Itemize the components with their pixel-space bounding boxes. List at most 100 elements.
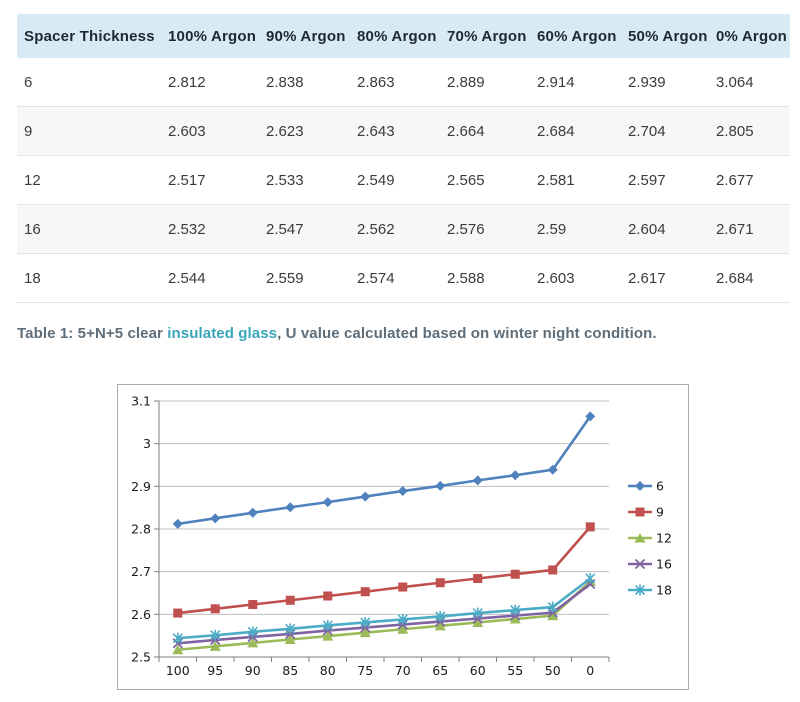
u-value-cell: 2.889 [447, 58, 537, 107]
u-value-cell: 2.812 [168, 58, 266, 107]
x-tick-label: 60 [470, 663, 486, 678]
series-9-marker [473, 573, 483, 583]
column-header: 50% Argon [628, 14, 716, 58]
column-header: 90% Argon [266, 14, 357, 58]
x-tick-label: 0 [586, 663, 594, 678]
x-tick-label: 85 [282, 663, 298, 678]
legend-marker-9 [635, 507, 645, 517]
insulated-glass-link[interactable]: insulated glass [167, 325, 278, 342]
column-header: 70% Argon [447, 14, 537, 58]
table-header-row: Spacer Thickness 100% Argon 90% Argon 80% A… [17, 14, 790, 58]
spacer-thickness-cell: 9 [17, 106, 168, 156]
u-value-cell: 2.623 [266, 106, 357, 156]
series-12-marker [359, 627, 371, 638]
legend-label-6: 6 [656, 479, 664, 494]
u-value-cell: 2.547 [266, 204, 357, 254]
u-value-cell: 2.684 [537, 106, 628, 156]
legend-label-18: 18 [656, 583, 672, 598]
u-value-cell: 2.562 [357, 204, 447, 254]
series-6-marker [472, 475, 483, 486]
series-9-marker [173, 608, 183, 618]
u-value-table: Spacer Thickness 100% Argon 90% Argon 80% A… [17, 14, 790, 303]
x-tick-label: 95 [207, 663, 223, 678]
y-tick-label: 3 [143, 436, 151, 451]
u-value-cell: 2.684 [716, 253, 790, 303]
series-12-marker [547, 610, 559, 621]
series-6-marker [397, 486, 408, 497]
table-caption: Table 1: 5+N+5 clear insulated glass, U … [17, 325, 657, 342]
series-6-marker [585, 411, 596, 422]
x-tick-label: 75 [357, 663, 373, 678]
series-12-marker [209, 641, 221, 651]
u-value-cell: 2.532 [168, 204, 266, 254]
series-12-marker [472, 617, 484, 627]
u-value-cell: 2.677 [716, 155, 790, 205]
series-18-marker [585, 573, 596, 584]
u-value-cell: 2.863 [357, 58, 447, 107]
series-9-marker [548, 565, 558, 575]
u-value-cell: 2.576 [447, 204, 537, 254]
spacer-thickness-cell: 6 [17, 58, 168, 107]
u-value-cell: 2.588 [447, 253, 537, 303]
u-value-cell: 2.517 [168, 155, 266, 205]
x-tick-label: 50 [545, 663, 561, 678]
series-6-marker [172, 518, 183, 529]
series-9-marker [323, 591, 333, 601]
column-header: 100% Argon [168, 14, 266, 58]
series-6-marker [247, 507, 258, 518]
table-row: 16 2.532 2.547 2.562 2.576 2.59 2.604 2.671 [17, 204, 790, 254]
series-9-marker [210, 604, 220, 614]
series-18-marker [547, 602, 558, 613]
series-12-marker [397, 624, 409, 634]
series-6-marker [547, 464, 558, 475]
series-9-marker [398, 582, 408, 592]
y-tick-label: 2.9 [131, 479, 151, 494]
legend-marker-16 [634, 558, 646, 570]
u-value-cell: 2.914 [537, 58, 628, 107]
series-6-marker [322, 497, 333, 508]
y-tick-label: 3.1 [131, 394, 151, 409]
series-18-marker [360, 617, 371, 628]
series-18-marker [322, 620, 333, 631]
series-6-marker [285, 502, 296, 513]
series-18-marker [247, 626, 258, 637]
legend-marker-18 [634, 584, 646, 596]
series-6-marker [510, 470, 521, 481]
u-value-cell: 2.559 [266, 253, 357, 303]
y-tick-label: 2.7 [131, 564, 151, 579]
column-header: Spacer Thickness [17, 14, 168, 58]
series-18-marker [172, 633, 183, 644]
u-value-cell: 2.805 [716, 106, 790, 156]
u-value-cell: 2.565 [447, 155, 537, 205]
u-value-cell: 2.603 [537, 253, 628, 303]
u-value-cell: 2.704 [628, 106, 716, 156]
table-row: 18 2.544 2.559 2.574 2.588 2.603 2.617 2.684 [17, 253, 790, 303]
caption-suffix: , U value calculated based on winter nig… [277, 325, 657, 342]
u-value-cell: 2.664 [447, 106, 537, 156]
spacer-thickness-cell: 18 [17, 253, 168, 303]
series-12-marker [434, 620, 446, 631]
series-18-line [176, 577, 592, 640]
spacer-thickness-cell: 16 [17, 204, 168, 254]
table-body: 6 2.812 2.838 2.863 2.889 2.914 2.939 3.064 9 2.6… [17, 58, 790, 303]
x-tick-label: 80 [320, 663, 336, 678]
series-9-marker [510, 569, 520, 579]
caption-prefix: Table 1: 5+N+5 clear [17, 325, 168, 342]
series-9-marker [435, 578, 445, 588]
legend-marker-6 [635, 481, 645, 491]
series-12-line [176, 580, 592, 652]
column-header: 60% Argon [537, 14, 628, 58]
series-18-marker [472, 607, 483, 619]
series-18-marker [510, 605, 521, 616]
series-18-marker [210, 630, 221, 641]
column-header: 0% Argon [716, 14, 790, 58]
table-row: 9 2.603 2.623 2.643 2.664 2.684 2.704 2.805 [17, 106, 790, 156]
legend-label-16: 16 [656, 557, 672, 572]
series-9-marker [285, 595, 295, 605]
y-tick-label: 2.6 [131, 607, 151, 622]
legend-label-9: 9 [656, 505, 664, 520]
series-18-marker [397, 614, 408, 625]
u-value-cell: 2.617 [628, 253, 716, 303]
u-value-cell: 2.581 [537, 155, 628, 205]
